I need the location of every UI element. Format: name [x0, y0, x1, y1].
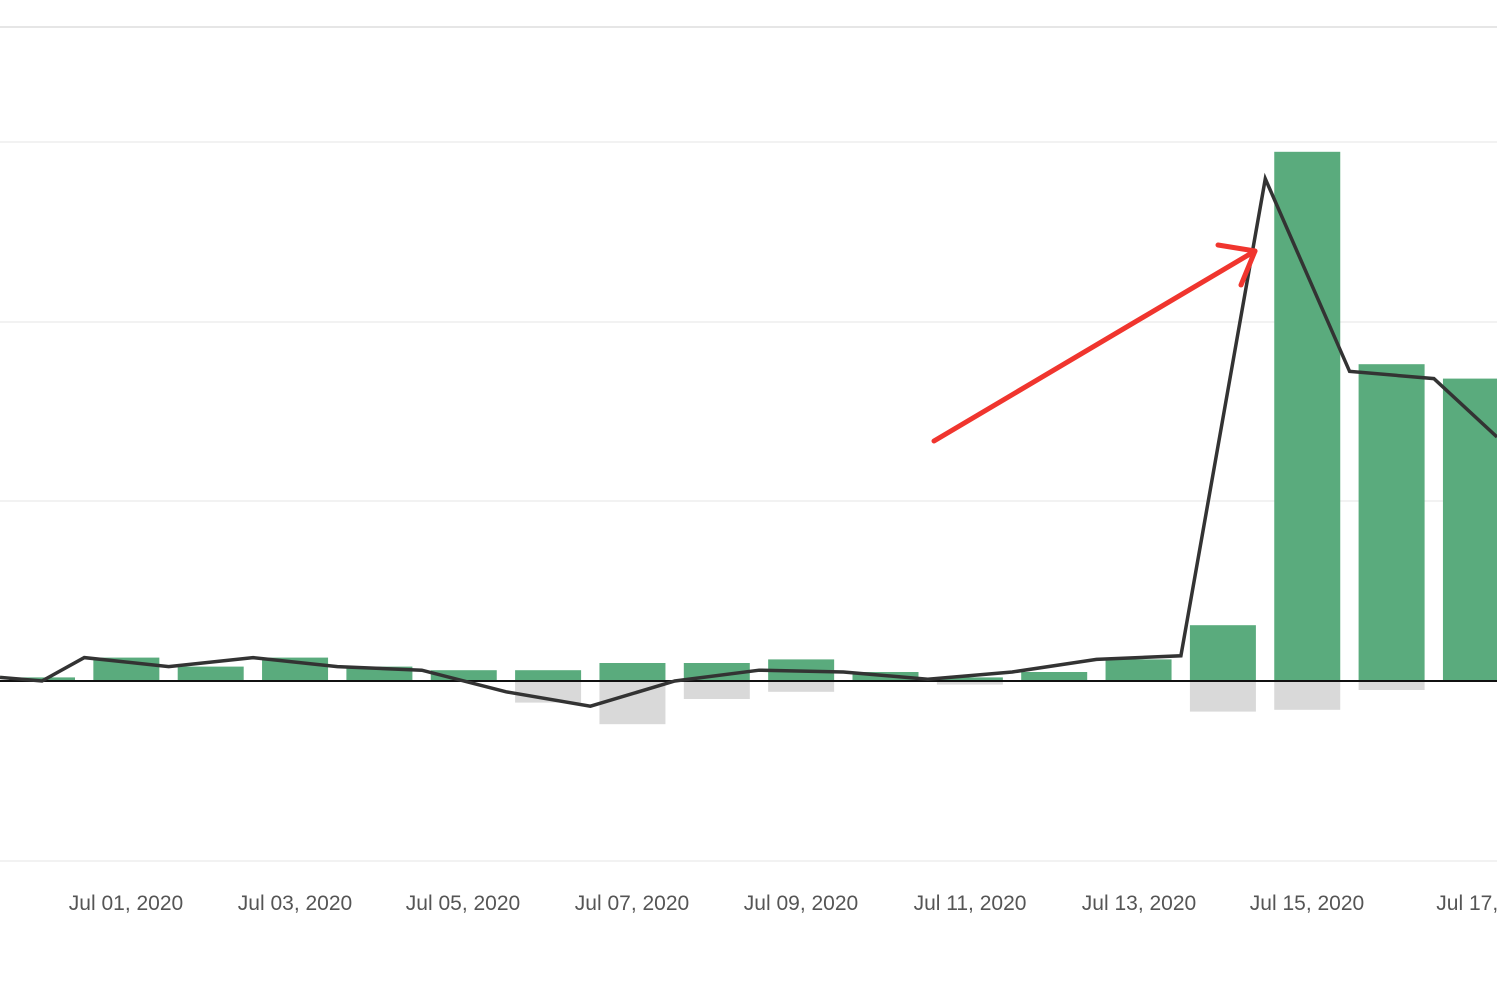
bar-negative	[1274, 681, 1341, 710]
x-tick-label: Jul 17, 2	[1436, 892, 1497, 915]
bar-positive	[1442, 378, 1497, 681]
x-tick-label: Jul 03, 2020	[238, 892, 352, 915]
x-tick-label: Jul 09, 2020	[744, 892, 858, 915]
x-tick-label: Jul 07, 2020	[575, 892, 689, 915]
annotation-arrow-head	[1215, 242, 1258, 288]
negative-bars	[515, 681, 1425, 725]
x-tick-label: Jul 01, 2020	[69, 892, 183, 915]
x-tick-label: Jul 05, 2020	[406, 892, 520, 915]
bar-positive	[599, 663, 666, 681]
x-tick-label: Jul 13, 2020	[1082, 892, 1196, 915]
gridlines	[0, 26, 1497, 862]
annotation-arrow-shaft	[931, 248, 1258, 444]
annotation-arrow	[931, 242, 1258, 444]
bar-negative	[768, 681, 835, 692]
bar-negative	[1189, 681, 1256, 712]
bar-positive	[936, 677, 1003, 681]
bar-positive	[515, 670, 582, 681]
trend-line	[0, 172, 1497, 708]
positive-bars	[9, 151, 1497, 682]
bar-negative	[683, 681, 750, 699]
bar-positive	[177, 666, 244, 681]
bar-negative	[1358, 681, 1425, 690]
bar-positive	[1189, 625, 1256, 681]
bar-negative	[936, 681, 1003, 685]
x-tick-label: Jul 11, 2020	[914, 892, 1027, 915]
bar-positive	[1358, 364, 1425, 681]
bar-positive	[430, 670, 497, 681]
x-tick-label: Jul 15, 2020	[1250, 892, 1364, 915]
bar-positive	[1274, 151, 1341, 682]
bar-positive	[1021, 672, 1088, 681]
bar-positive	[1105, 659, 1172, 681]
